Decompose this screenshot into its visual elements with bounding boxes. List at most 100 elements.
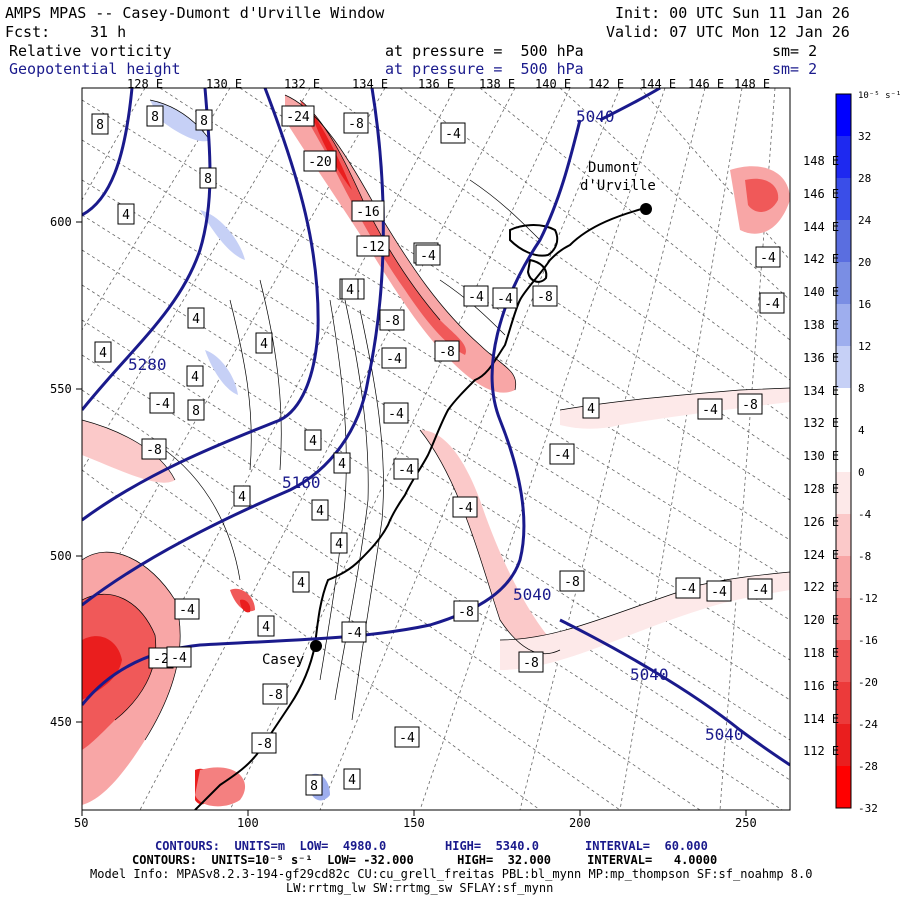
colorbar-cell xyxy=(836,514,851,557)
coastline xyxy=(194,207,646,810)
vorticity-label: -8 xyxy=(453,600,479,622)
colorbar xyxy=(836,94,851,809)
vorticity-label: -4 xyxy=(675,577,701,599)
plot-frame xyxy=(81,87,791,811)
vorticity-label: -20 xyxy=(303,150,337,172)
colorbar-cell xyxy=(836,304,851,347)
field1-name: Relative vorticity xyxy=(9,42,172,60)
svg-text:-4: -4 xyxy=(457,501,473,516)
vorticity-label: -4 xyxy=(463,285,489,307)
vorticity-label: -4 xyxy=(383,402,409,424)
right-lon-label: 126 E xyxy=(803,514,840,529)
colorbar-cell xyxy=(836,556,851,599)
vorticity-label: -4 xyxy=(549,443,575,465)
x-tick-label: 250 xyxy=(735,816,757,830)
colorbar-label: -12 xyxy=(858,592,878,605)
vorticity-label: -4 xyxy=(394,726,420,748)
colorbar-units: 10⁻⁵ s⁻¹ xyxy=(858,91,900,101)
right-lon-label: 124 E xyxy=(803,547,840,562)
top-lon-label: 140 E xyxy=(535,77,572,91)
colorbar-cell xyxy=(836,94,851,137)
map-plot-area: Dumont d'Urville Casey 5040 5280 5160 50… xyxy=(82,88,790,810)
top-lon-label: 138 E xyxy=(479,77,516,91)
right-lon-label: 134 E xyxy=(803,383,840,398)
height-label: 5160 xyxy=(282,473,321,492)
colorbar-label: 24 xyxy=(858,214,872,227)
svg-text:-4: -4 xyxy=(171,651,187,666)
svg-text:4: 4 xyxy=(316,504,324,519)
right-lon-label: 112 E xyxy=(803,744,840,759)
vorticity-label: -4 xyxy=(381,347,407,369)
colorbar-label: 16 xyxy=(858,298,872,311)
x-tick-label: 50 xyxy=(74,816,89,830)
svg-text:-2: -2 xyxy=(153,652,169,667)
svg-text:-4: -4 xyxy=(702,403,718,418)
vorticity-label: -4 xyxy=(759,292,785,314)
station-dumont-label-1: Dumont xyxy=(588,160,639,176)
vorticity-label: 4 xyxy=(94,341,112,363)
right-lon-label: 114 E xyxy=(803,711,840,726)
right-lon-label: 122 E xyxy=(803,580,840,595)
axis-ticks xyxy=(76,221,747,816)
colorbar-label: 12 xyxy=(858,340,872,353)
svg-text:-4: -4 xyxy=(420,249,436,264)
colorbar-cell xyxy=(836,430,851,473)
right-lon-label: 146 E xyxy=(803,186,840,201)
vorticity-label: -8 xyxy=(262,683,288,705)
svg-text:8: 8 xyxy=(192,404,200,419)
vorticity-label: -4 xyxy=(415,244,441,266)
vorticity-label: -8 xyxy=(532,285,558,307)
svg-text:-4: -4 xyxy=(468,290,484,305)
geopotential-height-contours xyxy=(82,88,790,767)
svg-text:8: 8 xyxy=(310,779,318,794)
svg-text:4: 4 xyxy=(297,576,305,591)
svg-text:8: 8 xyxy=(96,118,104,133)
svg-text:-8: -8 xyxy=(348,117,364,132)
vorticity-label: 8 xyxy=(305,774,323,796)
vorticity-shading xyxy=(82,95,790,807)
svg-text:-24: -24 xyxy=(286,110,310,125)
plot-title: AMPS MPAS -- Casey-Dumont d'Urville Wind… xyxy=(5,4,385,22)
svg-text:4: 4 xyxy=(192,312,200,327)
colorbar-cell xyxy=(836,220,851,263)
svg-text:-4: -4 xyxy=(760,251,776,266)
top-lon-label: 144 E xyxy=(640,77,677,91)
svg-text:4: 4 xyxy=(262,620,270,635)
vorticity-label: 4 xyxy=(333,452,351,474)
svg-text:-4: -4 xyxy=(680,582,696,597)
vorticity-label: -8 xyxy=(343,112,369,134)
svg-text:-4: -4 xyxy=(398,463,414,478)
svg-text:8: 8 xyxy=(200,114,208,129)
colorbar-cell xyxy=(836,640,851,683)
vorticity-label: -4 xyxy=(166,646,192,668)
svg-text:4: 4 xyxy=(191,370,199,385)
vorticity-label: -4 xyxy=(747,578,773,600)
vorticity-label: 4 xyxy=(341,278,359,300)
forecast-value: 31 h xyxy=(90,23,127,41)
physics-info: LW:rrtmg_lw SW:rrtmg_sw SFLAY:sf_mynn xyxy=(286,881,554,895)
vorticity-label: 4 xyxy=(582,397,600,419)
svg-text:-4: -4 xyxy=(445,127,461,142)
x-tick-label: 150 xyxy=(403,816,425,830)
svg-text:4: 4 xyxy=(346,283,354,298)
vorticity-label: -8 xyxy=(379,309,405,331)
right-lon-label: 144 E xyxy=(803,219,840,234)
svg-text:-8: -8 xyxy=(256,737,272,752)
vorticity-contour-labels: 88884-24-8-20-16-12-8-4-4-4-8-8-8-4-4444… xyxy=(91,105,785,796)
svg-text:-4: -4 xyxy=(399,731,415,746)
vorticity-label: -4 xyxy=(755,246,781,268)
colorbar-label: -8 xyxy=(858,550,872,563)
svg-text:4: 4 xyxy=(122,208,130,223)
field1-level: at pressure = 500 hPa xyxy=(385,42,584,60)
station-casey-label: Casey xyxy=(262,652,304,668)
vorticity-label: -4 xyxy=(697,398,723,420)
x-tick-label: 200 xyxy=(569,816,591,830)
right-lon-label: 130 E xyxy=(803,449,840,464)
x-tick-label: 100 xyxy=(237,816,259,830)
colorbar-label: -28 xyxy=(858,760,878,773)
vorticity-label: 4 xyxy=(187,307,205,329)
vorticity-label: -4 xyxy=(341,621,367,643)
vorticity-label: 8 xyxy=(195,109,213,131)
svg-text:4: 4 xyxy=(309,434,317,449)
